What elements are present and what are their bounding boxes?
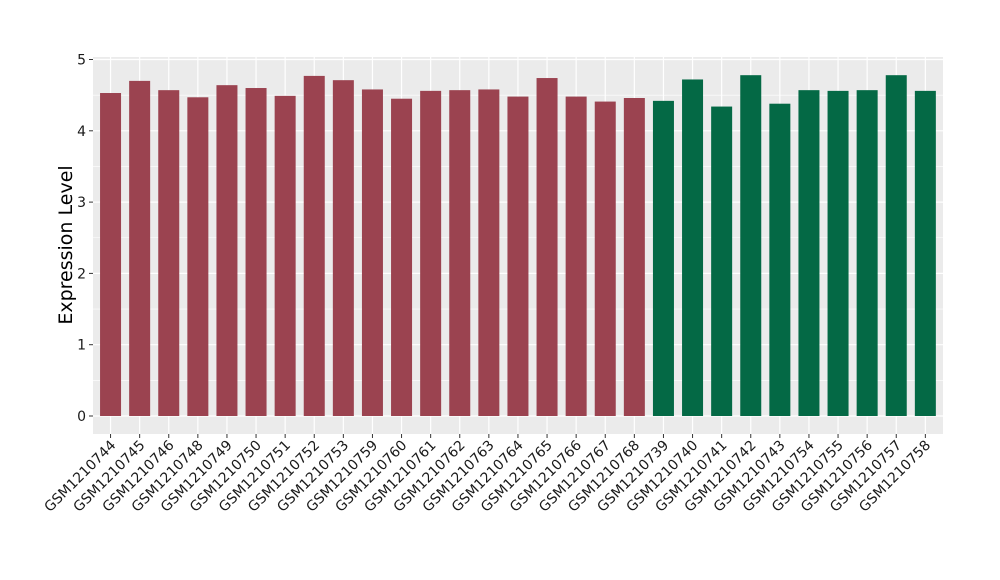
bar [914, 90, 936, 416]
bar [798, 90, 820, 416]
bar [536, 78, 558, 417]
bar [449, 90, 471, 416]
bar [827, 90, 849, 416]
bar [682, 79, 704, 417]
bar [565, 96, 587, 417]
y-tick-label: 0 [77, 409, 86, 425]
bar [740, 75, 762, 416]
y-axis: 0 1 2 3 4 5 [77, 53, 93, 425]
bar [391, 98, 413, 416]
bar [420, 90, 442, 416]
y-tick-label: 2 [77, 266, 86, 282]
bar [594, 101, 616, 416]
bar [274, 95, 296, 416]
bar [361, 89, 383, 417]
bar [303, 75, 325, 417]
y-tick-label: 4 [77, 124, 86, 140]
bar [129, 80, 151, 416]
bar [885, 75, 907, 416]
bar [856, 90, 878, 416]
bar [187, 97, 209, 416]
y-tick-label: 1 [77, 338, 86, 354]
y-tick-label: 3 [77, 195, 86, 211]
bar [623, 98, 645, 416]
bar [332, 80, 354, 416]
bar [100, 93, 122, 417]
bar [216, 85, 238, 416]
bar [245, 88, 267, 417]
bar [158, 90, 180, 416]
bar [507, 96, 529, 417]
bar [652, 100, 674, 416]
y-axis-title: Expression Level [55, 165, 77, 324]
x-axis: GSM1210744GSM1210745GSM1210746GSM1210748… [41, 434, 934, 515]
bar [478, 89, 500, 417]
bars [100, 75, 936, 417]
y-tick-label: 5 [77, 53, 86, 69]
bar [711, 106, 733, 417]
bar [769, 103, 791, 417]
